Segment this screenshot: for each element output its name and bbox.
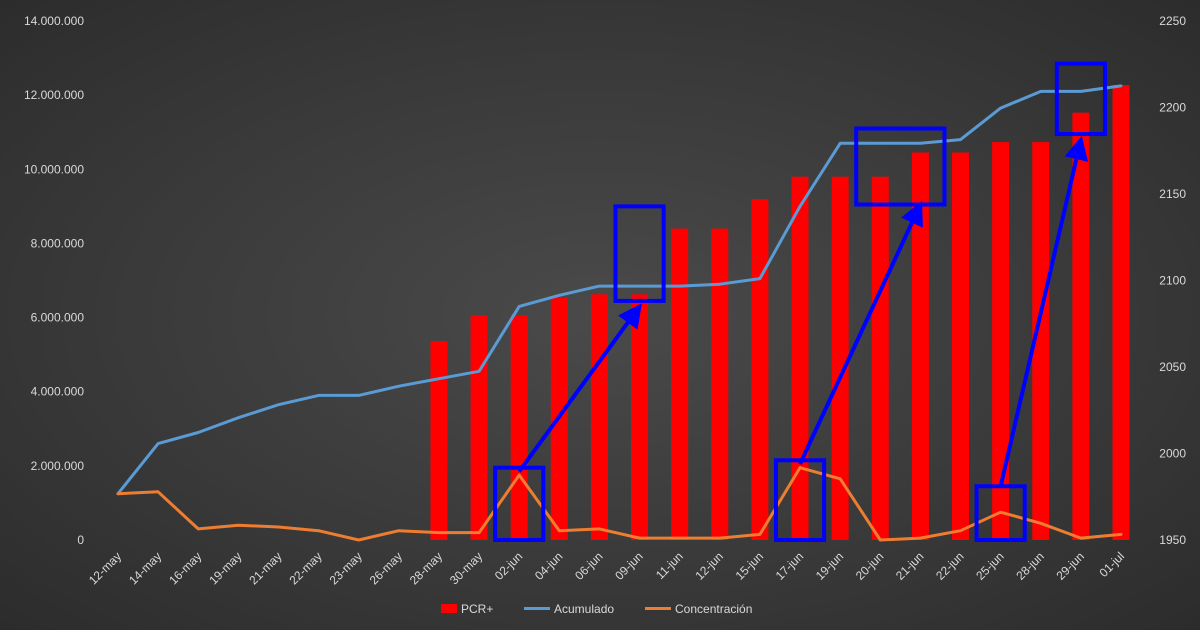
highlight-box [493, 465, 546, 543]
pcr-bar [1072, 112, 1090, 540]
x-tick-label: 25-jun [973, 549, 1006, 582]
pcr-bar [711, 228, 729, 540]
x-tick-label: 21-may [246, 549, 284, 587]
right-tick-label: 2250 [1159, 14, 1186, 28]
x-tick-label: 01-jul [1096, 549, 1127, 580]
trend-arrow [998, 135, 1089, 487]
pcr-bars [430, 85, 1130, 541]
pcr-bar [671, 228, 689, 540]
x-tick-label: 06-jun [572, 549, 605, 582]
x-tick-label: 17-jun [773, 549, 806, 582]
pcr-bar [1112, 85, 1130, 540]
pcr-bar [590, 294, 608, 540]
right-tick-label: 2100 [1159, 274, 1186, 288]
pcr-bar [430, 341, 448, 540]
x-tick-label: 09-jun [612, 549, 645, 582]
x-tick-label: 14-may [126, 549, 164, 587]
x-tick-label: 28-jun [1013, 549, 1046, 582]
x-tick-label: 15-jun [733, 549, 766, 582]
x-tick-label: 22-jun [933, 549, 966, 582]
x-tick-label: 29-jun [1054, 549, 1087, 582]
x-tick-label: 30-may [447, 549, 485, 587]
pcr-bar [871, 176, 889, 540]
pcr-bar [751, 199, 769, 540]
x-tick-label: 21-jun [893, 549, 926, 582]
trend-arrow [517, 303, 642, 473]
series-lines [116, 84, 1123, 542]
trend-arrow [798, 200, 923, 465]
right-tick-label: 2000 [1159, 447, 1186, 461]
left-tick-label: 2.000.000 [31, 459, 85, 473]
x-tick-label: 12-may [86, 549, 124, 587]
pcr-bar [952, 152, 970, 541]
series-line-concentración [116, 466, 1123, 542]
x-tick-label: 23-may [327, 549, 365, 587]
x-tick-label: 20-jun [853, 549, 886, 582]
legend-label: PCR+ [461, 602, 493, 616]
left-tick-label: 10.000.000 [24, 162, 84, 176]
left-tick-label: 6.000.000 [31, 311, 85, 325]
right-tick-label: 2150 [1159, 187, 1186, 201]
pcr-bar [992, 142, 1010, 540]
legend-swatch-bar [441, 604, 457, 613]
pcr-bar [510, 315, 528, 540]
right-tick-label: 2050 [1159, 360, 1186, 374]
series-line-acumulado [116, 84, 1123, 496]
x-tick-label: 19-jun [813, 549, 846, 582]
left-tick-label: 4.000.000 [31, 385, 85, 399]
x-tick-label: 22-may [287, 549, 325, 587]
highlight-box [1054, 61, 1107, 137]
left-axis-ticks: 0 2.000.000 4.000.000 6.000.000 8.000.000 10.… [24, 14, 84, 547]
x-axis-ticks: 12-may 14-may 16-may 19-may 21-may 22-may 23-m… [86, 549, 1127, 587]
left-tick-label: 0 [77, 533, 84, 547]
x-tick-label: 19-may [206, 549, 244, 587]
x-tick-label: 28-may [407, 549, 445, 587]
right-tick-label: 2200 [1159, 101, 1186, 115]
x-tick-label: 02-jun [492, 549, 525, 582]
pcr-bar [831, 176, 849, 540]
left-tick-label: 14.000.000 [24, 14, 84, 28]
x-tick-label: 26-may [367, 549, 405, 587]
annotations [493, 61, 1107, 543]
pcr-bar [911, 152, 929, 541]
left-tick-label: 12.000.000 [24, 88, 84, 102]
left-tick-label: 8.000.000 [31, 236, 85, 250]
pcr-bar [1032, 142, 1050, 540]
pcr-bar [470, 315, 488, 540]
right-axis-ticks: 1950 2000 2050 2100 2150 2200 2250 [1159, 14, 1186, 547]
highlight-box [613, 204, 666, 303]
x-tick-label: 16-may [166, 549, 204, 587]
x-tick-label: 04-jun [532, 549, 565, 582]
pcr-bar [791, 176, 809, 540]
legend-label: Acumulado [554, 602, 614, 616]
pcr-bar [631, 294, 649, 540]
highlight-box [854, 126, 947, 207]
legend-label: Concentración [675, 602, 752, 616]
legend: PCR+ Acumulado Concentración [441, 602, 752, 616]
x-tick-label: 12-jun [692, 549, 725, 582]
right-tick-label: 1950 [1159, 533, 1186, 547]
x-tick-label: 11-jun [653, 549, 686, 582]
